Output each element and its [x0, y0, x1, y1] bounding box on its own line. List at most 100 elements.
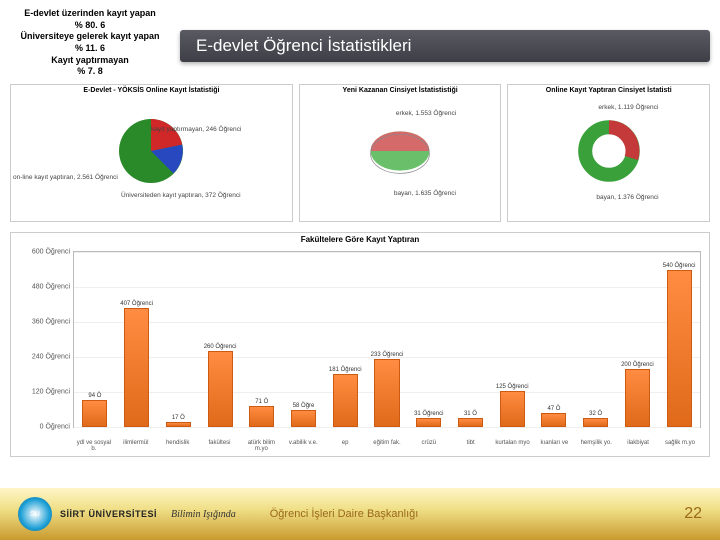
bar-slot: 17 Ö	[157, 252, 199, 427]
pie-label: bayan, 1.635 Öğrenci	[394, 190, 456, 197]
panel-title: Online Kayıt Yaptıran Cinsiyet İstatisti	[508, 85, 709, 96]
registration-percent-block: E-devlet üzerinden kayıt yapan % 80. 6 Ü…	[10, 8, 170, 78]
bar-slot: 31 Öğrenci	[408, 252, 450, 427]
stat-line: E-devlet üzerinden kayıt yapan	[10, 8, 170, 20]
bar-value-label: 58 Öğre	[293, 403, 315, 409]
bar	[416, 418, 441, 427]
panel-title: Yeni Kazanan Cinsiyet İstatististiği	[300, 85, 501, 96]
bar-chart-panel: Fakültelere Göre Kayıt Yaptıran 0 Öğrenc…	[10, 232, 710, 457]
bar-value-label: 181 Öğrenci	[329, 367, 362, 373]
stat-value: % 80. 6	[10, 20, 170, 32]
x-tick: kurtalan myo	[492, 440, 534, 452]
y-tick: 600 Öğrenci	[14, 249, 70, 256]
bar-slot: 32 Ö	[575, 252, 617, 427]
donut-chart-gender-online: erkek, 1.119 Öğrenci bayan, 1.376 Öğrenc…	[508, 96, 709, 206]
bar-value-label: 200 Öğrenci	[621, 362, 654, 368]
bar-slot: 125 Öğrenci	[491, 252, 533, 427]
donut-svg	[574, 116, 644, 186]
page-number: 22	[684, 505, 702, 523]
bar-value-label: 32 Ö	[589, 411, 602, 417]
bar-slot: 71 Ö	[241, 252, 283, 427]
bar-value-label: 71 Ö	[255, 399, 268, 405]
pie-panel-gender-all: Yeni Kazanan Cinsiyet İstatististiği erk…	[299, 84, 502, 222]
footer-left: SU SİİRT ÜNİVERSİTESİ Bilimin Işığında Ö…	[18, 497, 418, 531]
university-name: SİİRT ÜNİVERSİTESİ	[60, 509, 157, 519]
bar	[333, 374, 358, 427]
bar-chart-title: Fakültelere Göre Kayıt Yaptıran	[11, 233, 709, 246]
title-bar: E-devlet Öğrenci İstatistikleri	[180, 30, 710, 62]
pie-chart-gender-all: erkek, 1.553 Öğrenci bayan, 1.635 Öğrenc…	[300, 96, 501, 206]
bar	[500, 391, 525, 427]
footer: SU SİİRT ÜNİVERSİTESİ Bilimin Işığında Ö…	[0, 488, 720, 540]
x-tick: ydl ve sosyal b.	[73, 440, 115, 452]
motto: Bilimin Işığında	[171, 509, 236, 520]
bar	[291, 410, 316, 427]
bar	[124, 308, 149, 427]
bar	[541, 413, 566, 427]
bar	[625, 369, 650, 427]
y-tick: 480 Öğrenci	[14, 284, 70, 291]
x-tick: v.abilik v.e.	[282, 440, 324, 452]
bar-slot: 58 Öğre	[283, 252, 325, 427]
bar	[249, 406, 274, 427]
x-tick: crüzü	[408, 440, 450, 452]
panel-title: E-Devlet - YÖKSİS Online Kayıt İstatisti…	[11, 85, 292, 96]
bar-chart-area: 0 Öğrenci120 Öğrenci240 Öğrenci360 Öğren…	[73, 251, 701, 428]
pie-label: bayan, 1.376 Öğrenci	[596, 194, 658, 201]
bar	[374, 359, 399, 427]
stat-line: Kayıt yaptırmayan	[10, 55, 170, 67]
header-row: E-devlet üzerinden kayıt yapan % 80. 6 Ü…	[0, 0, 720, 78]
x-tick: sağlik m.yo	[659, 440, 701, 452]
bar-slot: 94 Ö	[74, 252, 116, 427]
bar-value-label: 94 Ö	[88, 393, 101, 399]
pie-label: erkek, 1.553 Öğrenci	[396, 110, 456, 117]
university-logo-icon: SU	[18, 497, 52, 531]
x-tick: fakültesi	[199, 440, 241, 452]
bar	[208, 351, 233, 427]
x-tick: ep	[324, 440, 366, 452]
bar-slot: 540 Öğrenci	[658, 252, 700, 427]
bar-slot: 407 Öğrenci	[116, 252, 158, 427]
bar-slot: 200 Öğrenci	[617, 252, 659, 427]
bar	[166, 422, 191, 427]
x-axis-labels: ydl ve sosyal b.ilimlermülhendislikfakül…	[73, 440, 701, 452]
bar-value-label: 540 Öğrenci	[663, 263, 696, 269]
x-tick: eğitim fak.	[366, 440, 408, 452]
bar-slot: 233 Öğrenci	[366, 252, 408, 427]
stat-value: % 7. 8	[10, 66, 170, 78]
slide: E-devlet üzerinden kayıt yapan % 80. 6 Ü…	[0, 0, 720, 540]
stat-line: Üniversiteye gelerek kayıt yapan	[10, 31, 170, 43]
pie-chart-registration: on-line kayıt yaptıran, 2.561 Öğrenci ka…	[11, 96, 292, 206]
pie-svg	[365, 121, 435, 181]
pie-label: Üniversiteden kayıt yaptıran, 372 Öğrenc…	[121, 192, 241, 199]
x-tick: hendislik	[157, 440, 199, 452]
bar-value-label: 31 Öğrenci	[414, 411, 443, 417]
bar-value-label: 407 Öğrenci	[120, 301, 153, 307]
pie-svg	[111, 111, 191, 191]
bar-value-label: 233 Öğrenci	[371, 352, 404, 358]
x-tick: kıanları ve	[533, 440, 575, 452]
x-tick: hemşilik yo.	[575, 440, 617, 452]
x-tick: atürk bilim m.yo	[240, 440, 282, 452]
bar-slot: 47 Ö	[533, 252, 575, 427]
y-tick: 120 Öğrenci	[14, 389, 70, 396]
department-name: Öğrenci İşleri Daire Başkanlığı	[270, 508, 419, 520]
bar	[82, 400, 107, 427]
bar-value-label: 47 Ö	[547, 406, 560, 412]
bar-slot: 181 Öğrenci	[324, 252, 366, 427]
stat-value: % 11. 6	[10, 43, 170, 55]
x-tick: tibt	[450, 440, 492, 452]
bar-slot: 31 Ö	[450, 252, 492, 427]
bar-value-label: 260 Öğrenci	[204, 344, 237, 350]
pie-label: erkek, 1.119 Öğrenci	[598, 104, 658, 111]
bar	[667, 270, 692, 428]
page-title: E-devlet Öğrenci İstatistikleri	[180, 30, 710, 62]
x-tick: ilakbiyat	[617, 440, 659, 452]
bar-slot: 260 Öğrenci	[199, 252, 241, 427]
pie-panel-gender-online: Online Kayıt Yaptıran Cinsiyet İstatisti…	[507, 84, 710, 222]
y-tick: 0 Öğrenci	[14, 424, 70, 431]
bar-value-label: 125 Öğrenci	[496, 384, 529, 390]
bar	[583, 418, 608, 427]
pie-label: on-line kayıt yaptıran, 2.561 Öğrenci	[13, 174, 118, 181]
top-charts-row: E-Devlet - YÖKSİS Online Kayıt İstatisti…	[0, 78, 720, 228]
